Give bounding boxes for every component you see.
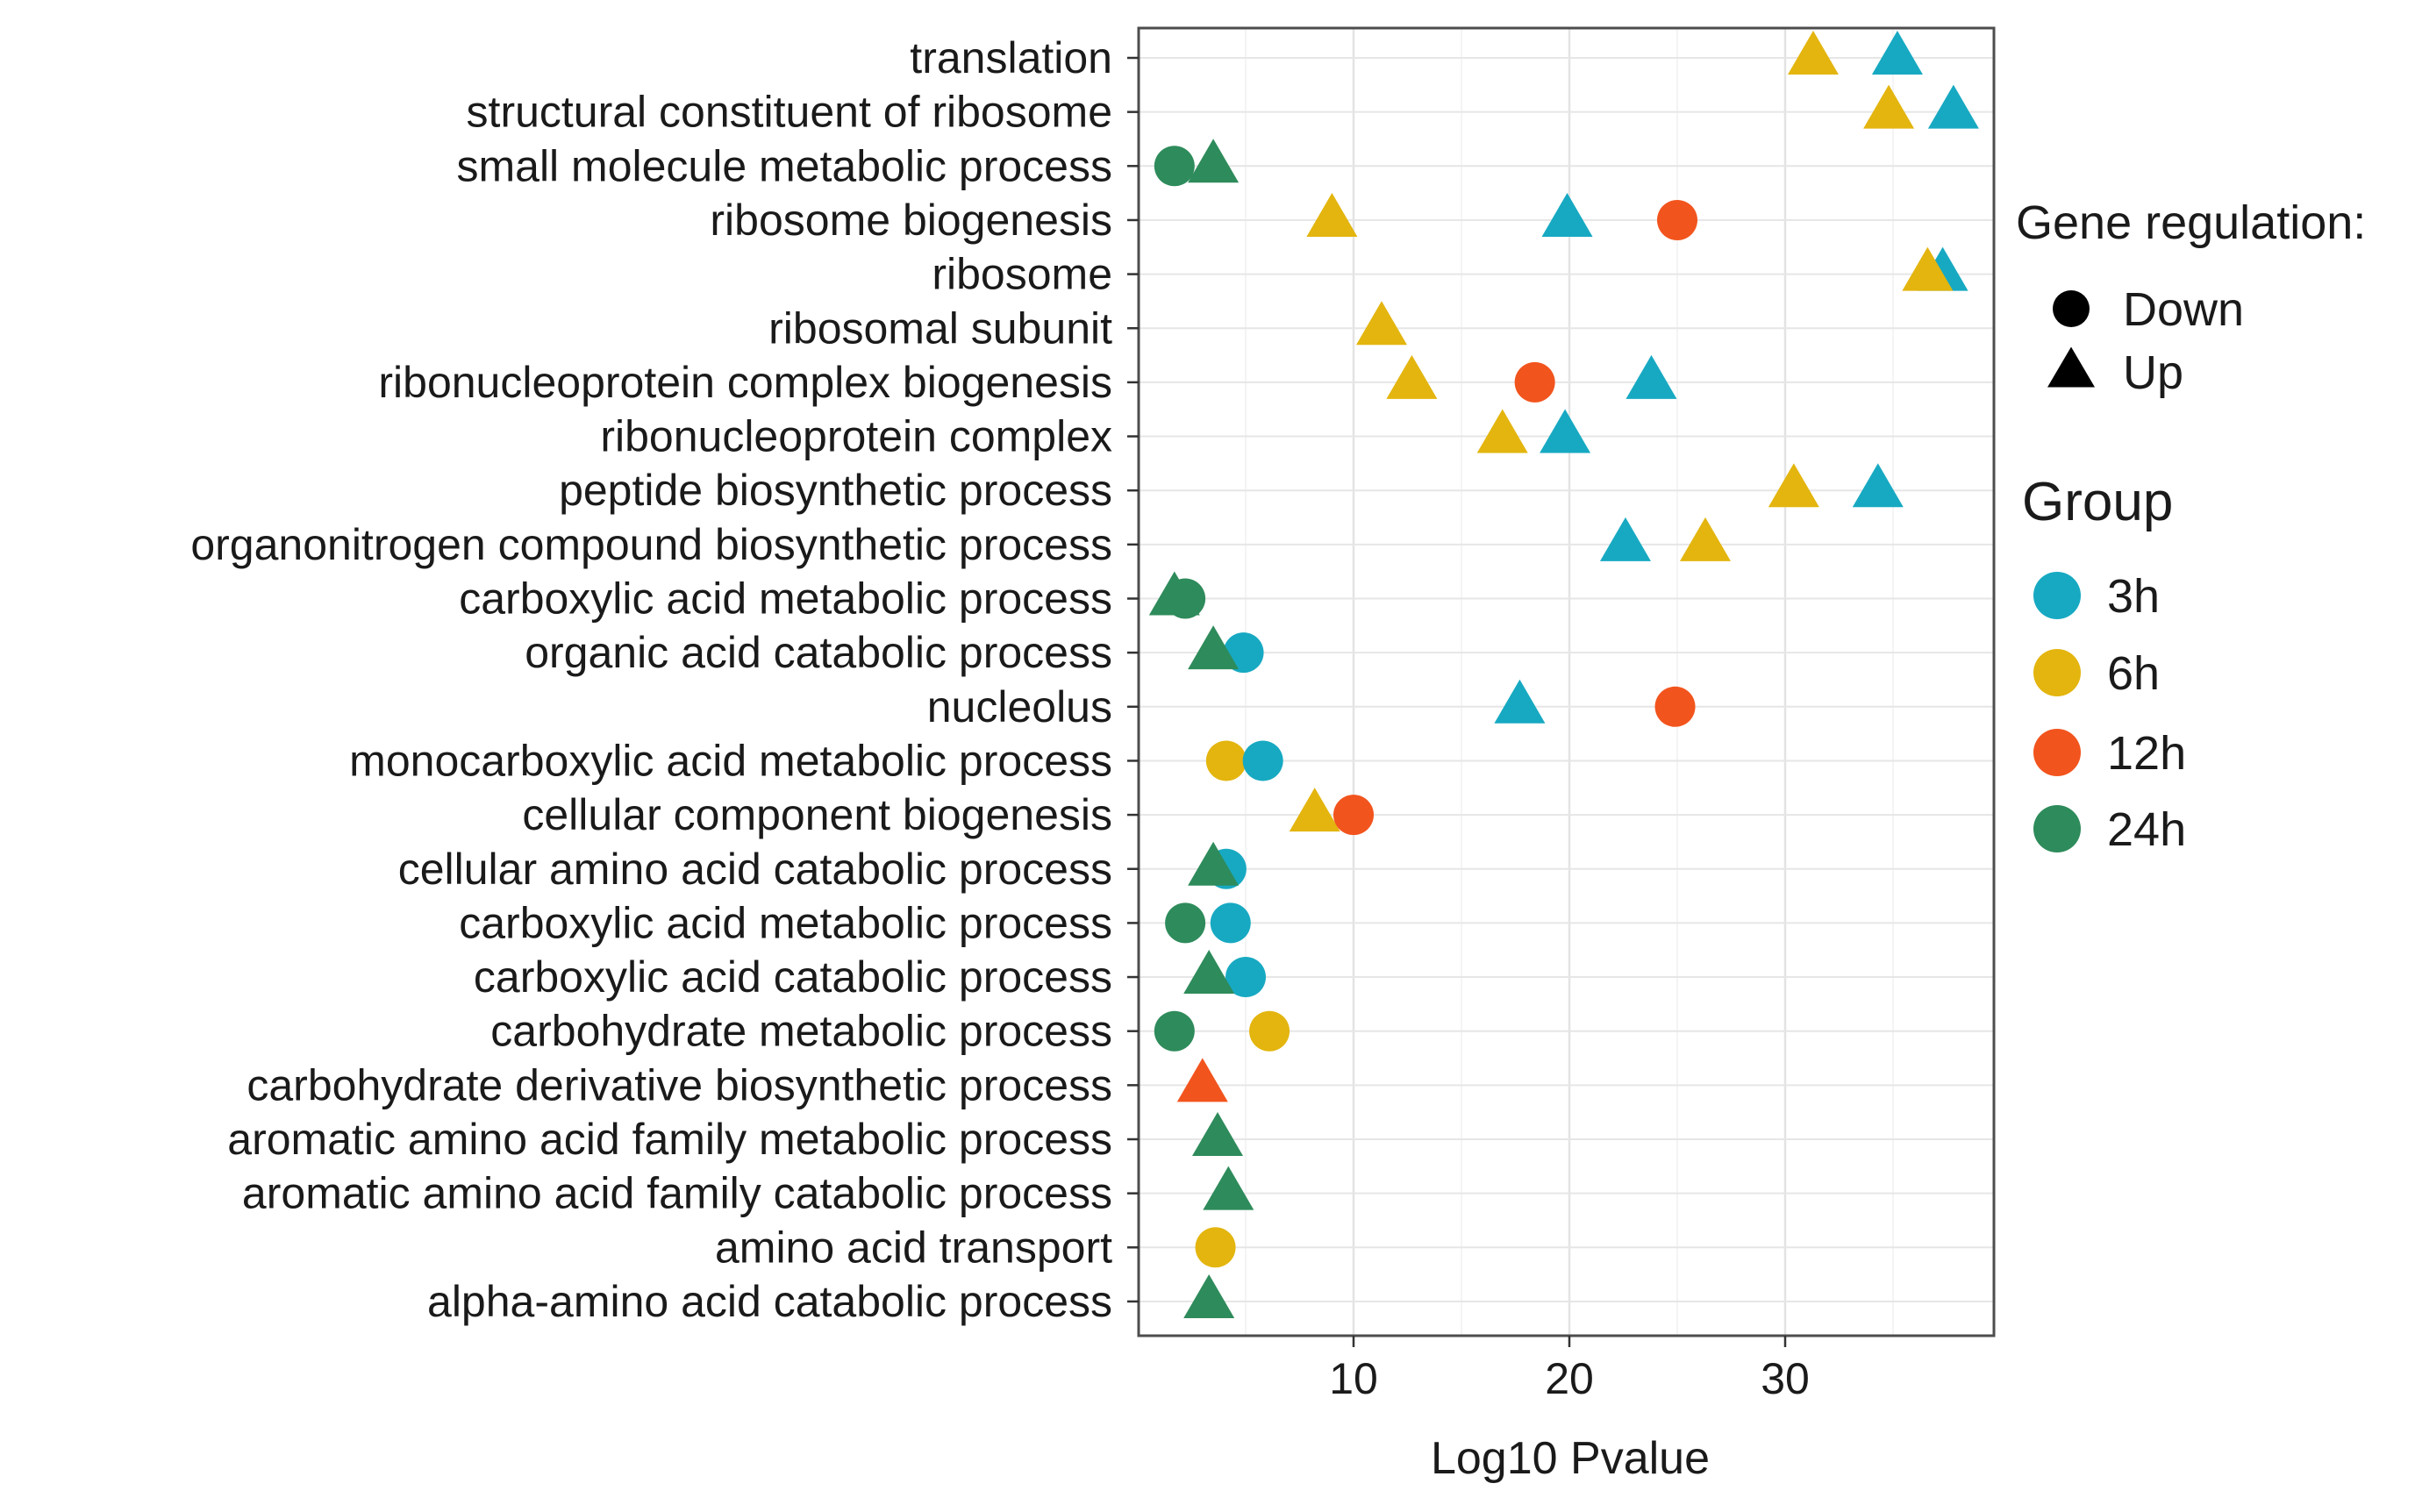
data-point-up bbox=[1476, 409, 1528, 453]
data-point-down bbox=[1654, 686, 1696, 727]
category-label: cellular component biogenesis bbox=[522, 790, 1112, 839]
data-point-up bbox=[1188, 139, 1240, 183]
x-axis-tick-labels: 10 20 30 bbox=[1329, 1354, 1810, 1403]
data-point-up bbox=[1787, 31, 1839, 75]
category-label: cellular amino acid catabolic process bbox=[398, 845, 1112, 894]
category-label: carboxylic acid metabolic process bbox=[459, 898, 1112, 947]
legend-regulation-label: Up bbox=[2123, 346, 2183, 399]
category-label: ribosome biogenesis bbox=[710, 196, 1112, 245]
data-point-up bbox=[1176, 1058, 1228, 1102]
data-point-up bbox=[1852, 463, 1904, 508]
data-point-down bbox=[1165, 578, 1206, 619]
data-point-down bbox=[1657, 199, 1697, 240]
category-label: organic acid catabolic process bbox=[525, 628, 1112, 677]
data-point-up bbox=[1540, 409, 1591, 453]
category-label: aromatic amino acid family catabolic pro… bbox=[242, 1169, 1112, 1218]
legend-group-label: 24h bbox=[2107, 803, 2186, 856]
data-point-up bbox=[1494, 679, 1546, 724]
legend-group-swatch bbox=[2033, 572, 2081, 619]
data-point-up bbox=[1902, 246, 1954, 291]
category-label: monocarboxylic acid metabolic process bbox=[349, 736, 1112, 785]
legend-shape-down bbox=[2053, 290, 2090, 327]
legend-group-swatch bbox=[2033, 805, 2081, 852]
y-axis-ticks bbox=[1127, 56, 1139, 1303]
data-point-down bbox=[1154, 146, 1195, 187]
x-axis-title: Log10 Pvalue bbox=[1431, 1433, 1710, 1484]
data-point-up bbox=[1188, 625, 1240, 670]
data-point-up bbox=[1192, 1112, 1244, 1156]
category-label: small molecule metabolic process bbox=[456, 141, 1112, 190]
data-point-down bbox=[1242, 740, 1283, 781]
legend-group-swatch bbox=[2033, 649, 2081, 696]
x-tick-label: 30 bbox=[1761, 1354, 1810, 1403]
data-point-up bbox=[1188, 841, 1240, 886]
category-label: structural constituent of ribosome bbox=[467, 88, 1112, 137]
category-label: alpha-amino acid catabolic process bbox=[427, 1277, 1112, 1326]
category-label: ribonucleoprotein complex biogenesis bbox=[378, 358, 1112, 407]
data-point-down bbox=[1225, 957, 1266, 998]
category-label: carboxylic acid catabolic process bbox=[474, 952, 1112, 1002]
data-point-up bbox=[1289, 788, 1340, 832]
data-point-up bbox=[1183, 1273, 1235, 1318]
legend-group-label: 12h bbox=[2107, 727, 2186, 780]
x-axis-ticks bbox=[1352, 1336, 1787, 1347]
legend-group-items: 3h 6h 12h 24h bbox=[2033, 570, 2186, 856]
legend-group-swatch bbox=[2033, 729, 2081, 776]
legend: Gene regulation: Down Up Group 3h 6h 12h 24h bbox=[2016, 196, 2366, 856]
plot-panel-border bbox=[1137, 26, 1996, 1337]
data-point-up bbox=[1203, 1166, 1254, 1210]
data-point-up bbox=[1768, 463, 1819, 508]
category-label: ribosomal subunit bbox=[768, 303, 1112, 353]
category-label: amino acid transport bbox=[715, 1223, 1112, 1272]
legend-regulation-label: Down bbox=[2123, 283, 2244, 336]
category-label: carbohydrate derivative biosynthetic pro… bbox=[247, 1060, 1112, 1109]
data-points bbox=[1148, 31, 1979, 1318]
legend-regulation-title: Gene regulation: bbox=[2016, 196, 2366, 249]
legend-shape-up bbox=[2047, 346, 2095, 388]
data-point-down bbox=[1514, 361, 1555, 403]
category-label: carboxylic acid metabolic process bbox=[459, 574, 1112, 624]
data-point-up bbox=[1871, 31, 1923, 75]
y-axis-labels: translation structural constituent of rib… bbox=[190, 33, 1112, 1326]
category-label: translation bbox=[910, 33, 1112, 82]
data-point-up bbox=[1625, 354, 1677, 399]
data-point-up bbox=[1355, 301, 1407, 346]
data-point-down bbox=[1210, 902, 1251, 944]
data-point-down bbox=[1165, 902, 1206, 944]
data-point-down bbox=[1154, 1010, 1195, 1052]
grid-lines bbox=[1139, 28, 1994, 1336]
category-label: aromatic amino acid family metabolic pro… bbox=[227, 1115, 1112, 1164]
category-label: ribosome bbox=[932, 250, 1112, 299]
data-point-up bbox=[1863, 84, 1915, 129]
data-point-up bbox=[1386, 354, 1438, 399]
data-point-down bbox=[1249, 1010, 1290, 1052]
data-point-up bbox=[1599, 517, 1651, 561]
data-point-down bbox=[1333, 795, 1374, 836]
data-point-up bbox=[1927, 84, 1979, 129]
category-label: nucleolus bbox=[927, 682, 1112, 731]
x-tick-label: 10 bbox=[1329, 1354, 1378, 1403]
data-point-up bbox=[1306, 192, 1358, 237]
x-tick-label: 20 bbox=[1545, 1354, 1594, 1403]
data-point-up bbox=[1541, 192, 1593, 237]
data-point-down bbox=[1205, 740, 1247, 781]
category-label: organonitrogen compound biosynthetic pro… bbox=[190, 520, 1112, 569]
legend-group-title: Group bbox=[2022, 472, 2173, 532]
legend-group-label: 3h bbox=[2107, 570, 2160, 623]
legend-regulation-items: Down Up bbox=[2047, 283, 2244, 399]
category-label: ribonucleoprotein complex bbox=[600, 412, 1112, 461]
category-label: peptide biosynthetic process bbox=[559, 466, 1112, 515]
legend-group-label: 6h bbox=[2107, 647, 2160, 700]
data-point-up bbox=[1679, 517, 1731, 561]
data-point-up bbox=[1183, 950, 1235, 995]
category-label: carbohydrate metabolic process bbox=[490, 1007, 1112, 1056]
data-point-down bbox=[1195, 1227, 1236, 1268]
